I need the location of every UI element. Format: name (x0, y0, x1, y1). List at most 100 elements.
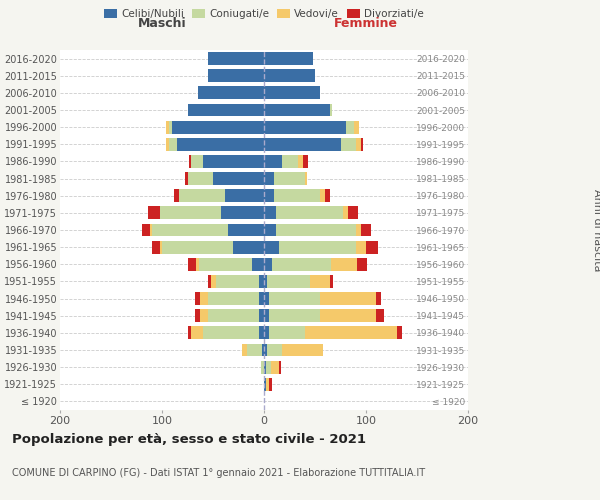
Bar (357, 258, 367, 270)
Bar (172, 120, 264, 134)
Bar (325, 190, 331, 202)
Bar (233, 240, 264, 254)
Bar (271, 360, 280, 374)
Bar (269, 310, 320, 322)
Bar (266, 360, 271, 374)
Bar (203, 326, 259, 340)
Text: Femmine: Femmine (334, 17, 398, 30)
Bar (276, 224, 356, 236)
Bar (187, 326, 191, 340)
Bar (305, 172, 307, 185)
Bar (200, 292, 208, 305)
Bar (203, 155, 264, 168)
Bar (264, 52, 313, 65)
Bar (264, 190, 274, 202)
Bar (150, 224, 152, 236)
Bar (247, 344, 262, 356)
Bar (356, 138, 361, 150)
Bar (264, 310, 269, 322)
Bar (194, 310, 200, 322)
Bar (269, 292, 320, 305)
Bar (166, 138, 169, 150)
Bar (188, 155, 191, 168)
Bar (354, 120, 359, 134)
Bar (259, 326, 264, 340)
Bar (283, 344, 323, 356)
Bar (264, 120, 346, 134)
Bar (169, 120, 172, 134)
Bar (199, 258, 252, 270)
Bar (213, 172, 264, 185)
Bar (331, 275, 334, 288)
Bar (264, 224, 276, 236)
Bar (276, 206, 343, 220)
Bar (343, 206, 347, 220)
Bar (266, 378, 269, 390)
Bar (366, 240, 378, 254)
Bar (272, 258, 331, 270)
Bar (347, 206, 358, 220)
Bar (259, 310, 264, 322)
Bar (264, 70, 315, 82)
Bar (397, 326, 402, 340)
Bar (264, 378, 266, 390)
Bar (216, 275, 259, 288)
Bar (221, 206, 264, 220)
Bar (160, 240, 162, 254)
Bar (187, 172, 213, 185)
Bar (264, 86, 320, 100)
Bar (264, 138, 341, 150)
Bar (356, 224, 361, 236)
Bar (208, 52, 264, 65)
Bar (274, 172, 305, 185)
Bar (152, 224, 229, 236)
Bar (264, 172, 274, 185)
Bar (264, 104, 331, 117)
Bar (320, 190, 325, 202)
Bar (187, 258, 196, 270)
Bar (208, 292, 259, 305)
Bar (341, 138, 356, 150)
Text: Popolazione per età, sesso e stato civile - 2021: Popolazione per età, sesso e stato civil… (12, 432, 366, 446)
Bar (191, 155, 203, 168)
Bar (252, 258, 264, 270)
Bar (187, 104, 264, 117)
Bar (264, 240, 280, 254)
Bar (185, 172, 187, 185)
Bar (261, 360, 264, 374)
Bar (361, 138, 363, 150)
Bar (331, 258, 357, 270)
Bar (194, 292, 200, 305)
Bar (179, 190, 225, 202)
Bar (166, 120, 169, 134)
Bar (310, 275, 330, 288)
Bar (152, 240, 160, 254)
Bar (361, 224, 371, 236)
Bar (208, 70, 264, 82)
Bar (376, 310, 385, 322)
Bar (196, 258, 199, 270)
Bar (346, 120, 354, 134)
Bar (298, 155, 303, 168)
Bar (264, 155, 283, 168)
Bar (264, 344, 267, 356)
Bar (259, 275, 264, 288)
Bar (200, 310, 208, 322)
Bar (148, 206, 160, 220)
Bar (262, 344, 264, 356)
Bar (198, 86, 264, 100)
Bar (320, 292, 376, 305)
Bar (280, 240, 356, 254)
Bar (229, 224, 264, 236)
Bar (331, 104, 332, 117)
Bar (264, 275, 267, 288)
Bar (174, 190, 179, 202)
Bar (264, 326, 269, 340)
Text: COMUNE DI CARPINO (FG) - Dati ISTAT 1° gennaio 2021 - Elaborazione TUTTITALIA.IT: COMUNE DI CARPINO (FG) - Dati ISTAT 1° g… (12, 468, 425, 477)
Bar (283, 155, 298, 168)
Bar (376, 292, 382, 305)
Bar (191, 326, 203, 340)
Bar (267, 275, 310, 288)
Bar (259, 292, 264, 305)
Bar (305, 326, 397, 340)
